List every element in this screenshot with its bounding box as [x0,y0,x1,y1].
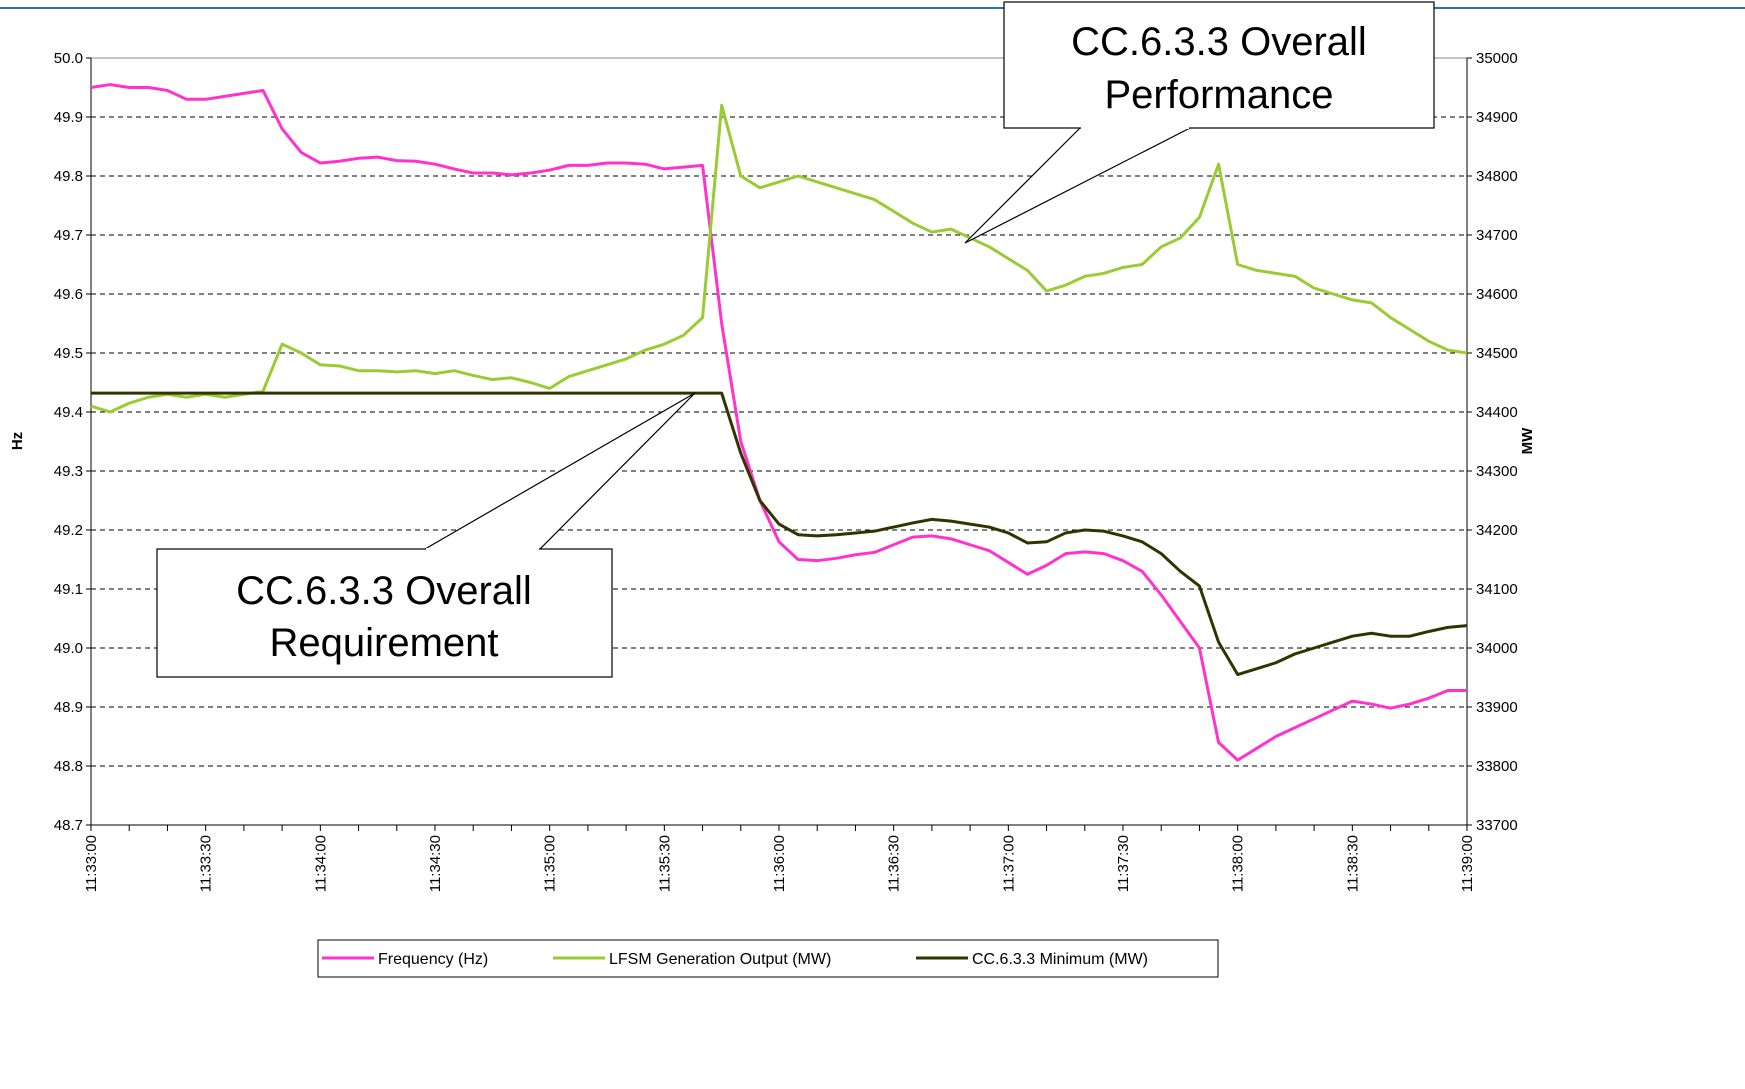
callout-performance: CC.6.3.3 Overall Performance [964,1,1435,244]
callout-pointer [422,392,696,550]
y-tick-label: 49.1 [54,581,83,598]
y-tick-label: 49.6 [54,286,83,303]
x-tick-label: 11:34:30 [427,835,444,892]
x-tick-label: 11:35:30 [656,835,673,892]
x-tick-label: 11:34:00 [312,835,329,892]
legend-items: Frequency (Hz) LFSM Generation Output (MW… [322,951,1148,968]
y-tick-label: 49.9 [54,109,83,126]
x-tick-label: 11:36:30 [886,835,903,892]
x-tick-label: 11:35:00 [542,835,559,892]
plot: 48.7 48.8 48.9 49.0 49.1 49.2 49.3 49.4 49.5 49.6… [54,50,1518,892]
y2-tick-label: 34300 [1476,463,1518,480]
legend-label: CC.6.3.3 Minimum (MW) [972,951,1148,968]
x-tick-label: 11:38:30 [1344,835,1361,892]
y2-tick-label: 35000 [1476,50,1518,67]
x-tick-label: 11:37:30 [1115,835,1132,892]
y-tick-label: 49.0 [54,640,83,657]
legend-label: LFSM Generation Output (MW) [609,951,831,968]
series-line [90,83,1467,762]
y2-tick-label: 33700 [1476,817,1518,834]
series-line [91,391,1468,677]
y-tick-label: 49.7 [54,227,83,244]
callout-text: Requirement [269,621,498,665]
y2-tick-label: 34900 [1476,109,1518,126]
legend [317,939,1219,978]
y2-tick-label: 33800 [1476,758,1518,775]
y-tick-label: 49.2 [54,522,83,539]
x-tick-label: 11:37:00 [1000,835,1017,892]
y-tick-label: 49.3 [54,463,83,480]
y-tick-label: 49.4 [54,404,83,421]
y2-tick-label: 34000 [1476,640,1518,657]
y2-tick-label: 34800 [1476,168,1518,185]
y2-tick-label: 33900 [1476,699,1518,716]
callout-text: CC.6.3.3 Overall [236,569,532,613]
y2-tick-label: 34600 [1476,286,1518,303]
y-tick-label: 49.5 [54,345,83,362]
x-tick-label: 11:36:00 [771,835,788,892]
callout-box [156,548,613,678]
y-tick-label: 49.8 [54,168,83,185]
y-tick-label: 48.9 [54,699,83,716]
y-axis-label: Hz [9,432,26,450]
callout-pointer [964,127,1191,244]
y2-tick-label: 34700 [1476,227,1518,244]
y2-axis-label: MW [1519,427,1536,454]
x-tick-label: 11:33:00 [83,835,100,892]
y2-tick-label: 34100 [1476,581,1518,598]
legend-label: Frequency (Hz) [378,951,488,968]
y-tick-label: 48.8 [54,758,83,775]
y2-tick-label: 34400 [1476,404,1518,421]
x-tick-label: 11:33:30 [198,835,215,892]
series-line [90,103,1468,414]
callout-text: CC.6.3.3 Overall [1071,20,1367,64]
callout-box [1003,1,1435,129]
y2-tick-label: 34500 [1476,345,1518,362]
callout-requirement: CC.6.3.3 Overall Requirement [156,392,696,678]
y-tick-label: 50.0 [54,50,83,67]
y-tick-label: 48.7 [54,817,83,834]
callout-text: Performance [1105,73,1334,117]
y2-tick-label: 34200 [1476,522,1518,539]
x-tick-label: 11:38:00 [1230,835,1247,892]
x-tick-label: 11:39:00 [1459,835,1476,892]
